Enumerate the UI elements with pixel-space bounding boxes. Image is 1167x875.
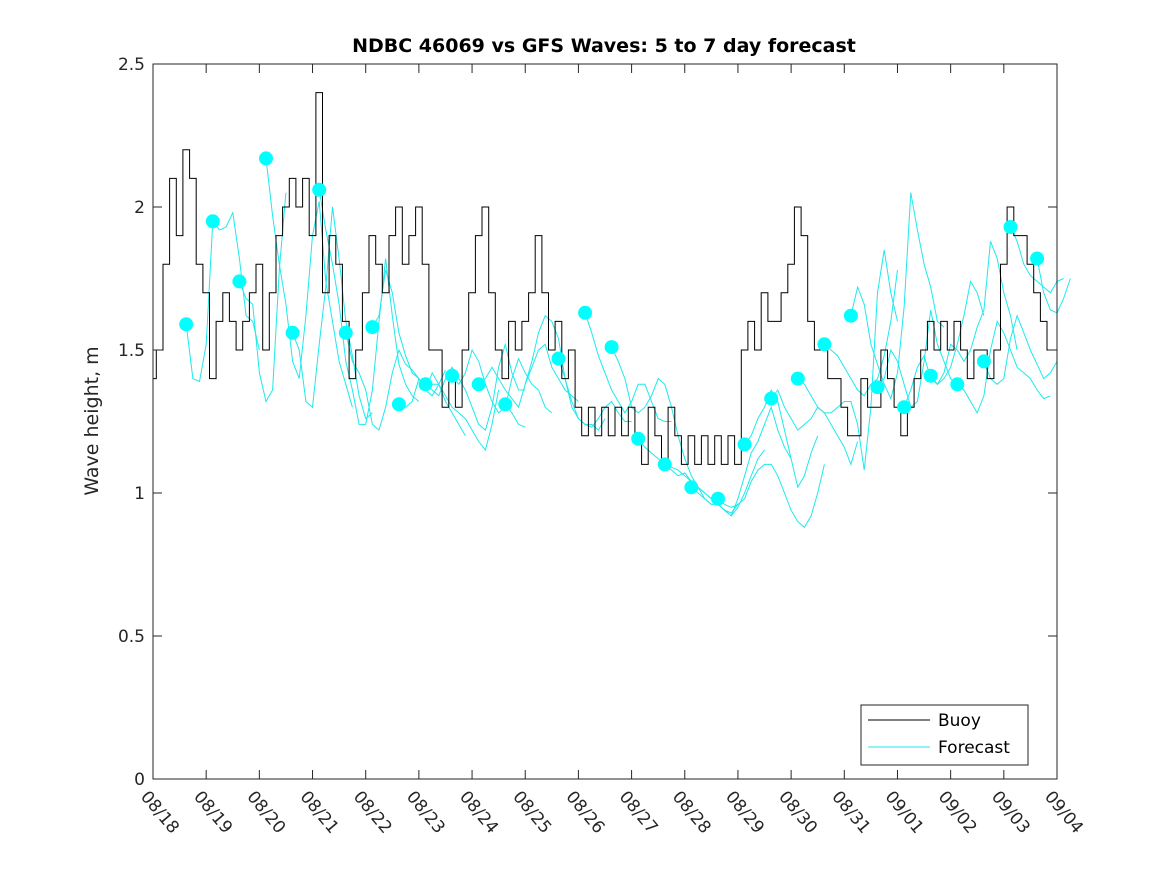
forecast-marker xyxy=(551,351,566,366)
forecast-marker xyxy=(232,274,247,289)
forecast-marker xyxy=(923,368,938,383)
forecast-line xyxy=(292,206,373,420)
forecast-line xyxy=(770,388,859,466)
buoy-series xyxy=(153,92,1057,465)
forecast-marker xyxy=(950,377,965,392)
forecast-line xyxy=(212,210,260,351)
forecast-marker xyxy=(764,391,779,406)
forecast-marker xyxy=(391,397,406,412)
y-tick-label: 0 xyxy=(134,770,145,790)
y-tick-label: 2.5 xyxy=(118,55,145,75)
y-tick-label: 2 xyxy=(134,198,145,218)
forecast-marker xyxy=(817,337,832,352)
y-axis: 0 0.5 1 1.5 2 2.5 xyxy=(118,55,1057,790)
forecast-line xyxy=(1010,226,1064,294)
forecast-marker xyxy=(498,397,513,412)
forecast-marker xyxy=(684,480,699,495)
forecast-line xyxy=(956,320,1051,415)
forecast-marker xyxy=(870,380,885,395)
forecast-marker xyxy=(843,308,858,323)
forecast-marker xyxy=(1030,251,1045,266)
forecast-marker xyxy=(445,368,460,383)
forecast-marker xyxy=(790,371,805,386)
forecast-marker xyxy=(365,320,380,335)
forecast-marker xyxy=(205,214,220,229)
forecast-line xyxy=(797,249,898,471)
plot-frame xyxy=(152,63,1058,780)
forecast-marker xyxy=(578,305,593,320)
plot-area xyxy=(153,64,1057,779)
forecast-line xyxy=(345,332,446,431)
forecast-line xyxy=(903,279,985,408)
y-axis-label: Wave height, m xyxy=(81,346,103,495)
forecast-marker xyxy=(312,182,327,197)
forecast-line xyxy=(691,405,792,517)
forecast-marker xyxy=(657,457,672,472)
forecast-line xyxy=(930,241,1018,386)
y-tick-label: 1.5 xyxy=(118,341,145,361)
forecast-marker xyxy=(711,491,725,506)
forecast-line xyxy=(983,314,1058,385)
y-tick-label: 1 xyxy=(134,484,145,504)
forecast-line xyxy=(238,192,287,403)
forecast-line xyxy=(265,158,353,408)
forecast-marker xyxy=(418,377,433,392)
legend-label-forecast: Forecast xyxy=(938,738,1010,758)
legend-label-buoy: Buoy xyxy=(938,711,981,731)
legend: Buoy Forecast xyxy=(860,704,1029,766)
chart-title: NDBC 46069 vs GFS Waves: 5 to 7 day fore… xyxy=(352,35,856,57)
forecast-marker xyxy=(179,317,194,332)
forecast-line xyxy=(185,221,214,383)
forecast-line xyxy=(850,192,945,401)
forecast-line xyxy=(1036,258,1071,314)
forecast-marker xyxy=(338,325,353,340)
buoy-line xyxy=(153,92,1057,465)
forecast-line xyxy=(478,343,579,409)
forecast-marker xyxy=(631,431,646,446)
y-tick-label: 0.5 xyxy=(118,627,145,647)
forecast-line xyxy=(717,463,825,529)
legend-box xyxy=(860,704,1029,766)
forecast-line xyxy=(877,309,965,409)
forecast-marker xyxy=(976,354,991,369)
forecast-marker xyxy=(285,325,300,340)
forecast-marker xyxy=(737,437,752,452)
forecast-marker xyxy=(1003,220,1018,234)
forecast-line xyxy=(744,388,819,489)
forecast-marker xyxy=(471,377,486,392)
forecast-marker xyxy=(897,400,912,415)
forecast-marker xyxy=(604,340,619,355)
forecast-marker xyxy=(259,151,273,166)
forecast-markers xyxy=(179,151,1045,506)
